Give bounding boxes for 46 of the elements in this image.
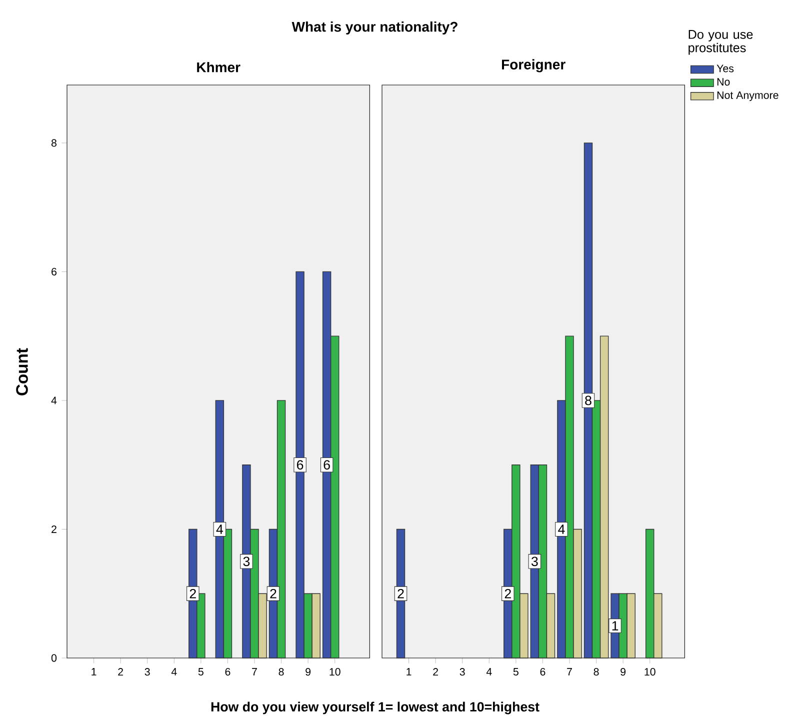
data-label: 3 [243, 556, 250, 566]
data-label: 6 [324, 460, 330, 470]
x-tick-label: 3 [144, 668, 150, 676]
x-tick-label: 7 [567, 668, 572, 676]
chart-title: Khmer [197, 62, 240, 72]
data-label: 8 [585, 396, 592, 406]
x-tick-label: 6 [225, 668, 230, 676]
y-tick-label: 2 [52, 526, 56, 533]
x-tick-label: 4 [486, 668, 492, 676]
legend-label: No [717, 78, 730, 86]
x-tick-label: 3 [460, 668, 465, 676]
x-tick-label: 9 [620, 668, 626, 676]
x-tick-label: 6 [540, 668, 546, 676]
y-tick-label: 8 [51, 139, 56, 147]
chart-title: Foreigner [502, 59, 566, 72]
text: What is your nationality? [292, 21, 458, 35]
legend-title: Do you use prostitutes [688, 30, 753, 55]
data-label: 2 [270, 588, 276, 598]
x-tick-label: 5 [198, 668, 204, 676]
data-label: 3 [531, 556, 538, 566]
x-tick-label: 8 [278, 668, 284, 676]
data-label: 4 [216, 524, 223, 534]
x-tick-label: 2 [118, 668, 124, 676]
data-label: 6 [296, 460, 304, 470]
y-tick-label: 4 [51, 396, 57, 404]
data-label: 2 [398, 588, 404, 598]
data-label: 1 [612, 621, 618, 630]
x-tick-label: 10 [330, 668, 340, 676]
x-tick-label: 9 [306, 668, 311, 676]
y-tick-label: 0 [51, 654, 57, 662]
legend-label: Yes [716, 64, 734, 72]
x-tick-label: 8 [594, 668, 599, 676]
x-tick-label: 5 [513, 668, 518, 676]
data-label: 2 [190, 588, 196, 598]
x-tick-label: 4 [171, 668, 177, 676]
x-tick-label: 1 [406, 668, 412, 676]
x-tick-label: 1 [92, 668, 96, 676]
x-tick-label: 2 [433, 668, 438, 676]
data-label: 4 [558, 524, 565, 534]
data-label: 2 [504, 588, 511, 598]
x-tick-label: 10 [644, 668, 656, 676]
y-tick-label: 6 [52, 268, 56, 276]
x-tick-label: 7 [252, 668, 257, 676]
legend-label: Not Anymore [717, 91, 778, 102]
y-axis-title: Count [16, 348, 28, 396]
x-axis-title: How do you view yourself 1= lowest and 10=highest [211, 702, 540, 714]
